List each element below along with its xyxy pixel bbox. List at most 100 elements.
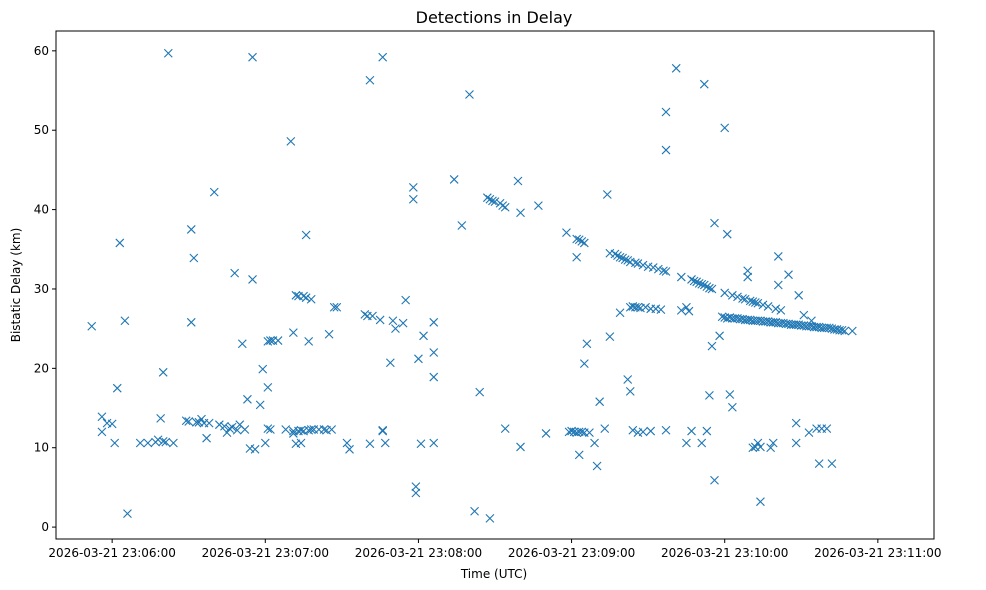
data-point (710, 218, 719, 228)
data-point (773, 280, 783, 290)
data-point (618, 253, 628, 263)
data-point (220, 421, 229, 431)
data-point (258, 364, 268, 374)
data-point (638, 427, 648, 437)
data-point (653, 264, 663, 274)
data-point (327, 425, 337, 434)
data-point (725, 390, 735, 399)
data-point (582, 339, 592, 349)
data-point (419, 331, 428, 341)
data-point (562, 228, 571, 238)
data-point (684, 306, 694, 316)
data-point (209, 187, 219, 197)
data-point (378, 425, 388, 435)
data-point (490, 197, 500, 207)
x-axis-ticks: 2026-03-21 23:06:00 2026-03-21 23:07:00 20… (48, 539, 942, 560)
data-point (465, 90, 474, 99)
data-point (329, 302, 339, 312)
data-point (784, 270, 793, 280)
data-point (748, 297, 758, 307)
data-point (697, 279, 707, 289)
data-point (301, 293, 311, 303)
data-point (827, 459, 837, 468)
data-point (694, 279, 704, 288)
data-point (720, 288, 730, 298)
data-point (365, 439, 375, 449)
data-point (324, 329, 334, 339)
data-point (250, 444, 260, 454)
data-point (513, 176, 523, 186)
data-point (286, 136, 296, 146)
data-point (332, 302, 342, 312)
data-point (281, 425, 291, 434)
data-point (750, 298, 760, 307)
data-point (807, 316, 816, 326)
data-point (682, 302, 691, 312)
data-point (120, 316, 130, 326)
data-point (804, 428, 814, 438)
data-point (123, 509, 132, 518)
data-point (398, 318, 408, 328)
data-point (153, 435, 163, 445)
data-point (135, 438, 145, 448)
data-point (225, 424, 234, 434)
data-point (620, 255, 630, 264)
y-axis-ticks: 0 10 20 30 40 50 60 (34, 44, 56, 534)
data-point (699, 79, 709, 89)
data-point (628, 425, 638, 435)
data-point (727, 402, 737, 412)
data-point (197, 414, 206, 424)
data-point (623, 256, 633, 265)
data-point (633, 259, 643, 268)
data-point (304, 336, 314, 346)
data-point (227, 422, 237, 432)
data-point (766, 443, 776, 453)
data-point (345, 444, 354, 454)
x-tick-label: 2026-03-21 23:09:00 (508, 546, 635, 560)
data-point (416, 439, 426, 449)
data-point (707, 284, 717, 294)
data-point (630, 258, 640, 268)
data-point (687, 426, 696, 436)
data-point (230, 268, 240, 278)
data-point (572, 252, 582, 262)
data-point (753, 438, 763, 448)
data-point (758, 300, 768, 310)
data-point (214, 420, 224, 430)
data-point (408, 194, 418, 204)
x-tick-label: 2026-03-21 23:11:00 (814, 546, 941, 560)
data-point (260, 438, 270, 448)
data-point (702, 282, 712, 291)
data-point (143, 438, 153, 448)
data-point (837, 325, 847, 335)
data-point (659, 266, 668, 276)
data-point (411, 488, 421, 498)
data-point (763, 302, 773, 311)
data-point (661, 267, 671, 276)
data-point (572, 234, 582, 244)
data-point (717, 312, 727, 322)
data-point (756, 442, 765, 452)
data-point (579, 359, 589, 368)
data-point (600, 424, 610, 434)
data-point (401, 295, 411, 305)
data-point (263, 383, 273, 392)
y-tick-label: 40 (34, 203, 49, 217)
x-tick-label: 2026-03-21 23:06:00 (48, 546, 175, 560)
data-point (745, 296, 755, 306)
x-tick-label: 2026-03-21 23:07:00 (202, 546, 329, 560)
data-point (186, 317, 196, 327)
data-point (699, 280, 709, 290)
data-point (414, 354, 423, 364)
data-point (232, 425, 242, 435)
data-point (306, 294, 316, 304)
data-point (824, 323, 834, 333)
data-point (615, 308, 625, 318)
data-point (385, 358, 395, 368)
data-point (115, 238, 125, 248)
data-point (485, 194, 495, 204)
y-axis-label: Bistatic Delay (km) (9, 228, 23, 343)
data-point (87, 321, 97, 331)
data-point (791, 438, 801, 448)
